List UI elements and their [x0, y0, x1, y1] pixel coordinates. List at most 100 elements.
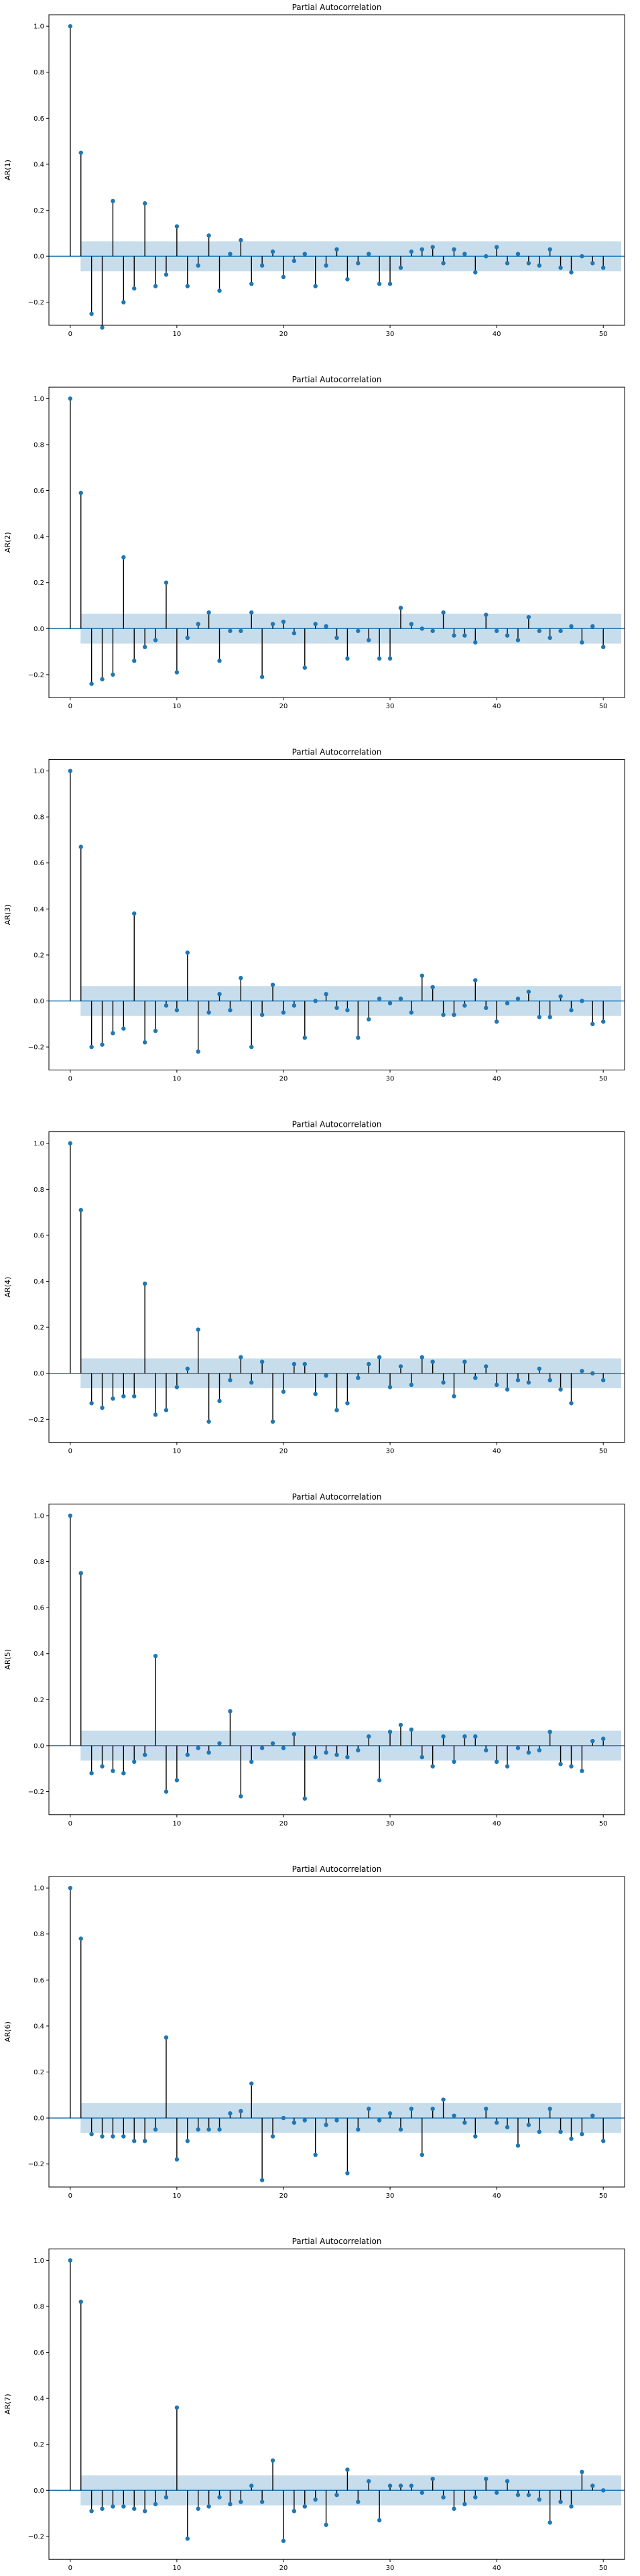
x-tick-label: 50: [599, 2192, 608, 2200]
marker-lag-7: [142, 201, 147, 206]
marker-lag-36: [452, 247, 456, 252]
marker-lag-36: [452, 1759, 456, 1765]
marker-lag-20: [281, 274, 286, 280]
marker-lag-12: [196, 2127, 200, 2132]
x-tick-label: 20: [279, 331, 288, 338]
marker-lag-27: [356, 1748, 361, 1752]
marker-lag-3: [100, 1042, 105, 1047]
x-tick-label: 40: [493, 1448, 501, 1455]
marker-lag-28: [367, 1361, 371, 1367]
marker-lag-8: [153, 2502, 158, 2507]
chart-title: Partial Autocorrelation: [292, 1864, 382, 1874]
marker-lag-49: [590, 261, 595, 266]
marker-lag-48: [580, 2131, 584, 2137]
x-tick-label: 50: [599, 1820, 608, 1828]
marker-lag-3: [100, 2506, 105, 2511]
marker-lag-17: [249, 2081, 254, 2086]
marker-lag-19: [270, 983, 275, 987]
marker-lag-30: [387, 2111, 393, 2116]
marker-lag-15: [228, 2111, 233, 2116]
marker-lag-43: [526, 989, 531, 994]
marker-lag-32: [409, 622, 414, 626]
x-tick-label: 10: [173, 1075, 182, 1082]
marker-lag-13: [206, 1419, 211, 1424]
marker-lag-39: [484, 2476, 489, 2481]
marker-lag-12: [196, 263, 200, 268]
marker-lag-7: [142, 1281, 147, 1286]
marker-lag-5: [121, 1771, 126, 1776]
marker-lag-23: [313, 622, 318, 626]
axes-frame: [48, 386, 625, 698]
marker-lag-48: [580, 254, 584, 259]
marker-lag-43: [526, 1380, 531, 1385]
marker-lag-35: [441, 610, 446, 615]
x-tick-label: 30: [386, 703, 395, 710]
marker-lag-21: [292, 2508, 297, 2514]
marker-lag-36: [452, 2113, 456, 2118]
marker-lag-13: [206, 1010, 211, 1015]
marker-lag-31: [398, 2483, 403, 2488]
marker-lag-17: [249, 1044, 254, 1050]
marker-lag-20: [281, 1389, 286, 1394]
y-tick-label: −0.2: [28, 1044, 44, 1052]
marker-lag-17: [249, 610, 254, 615]
marker-lag-42: [515, 996, 521, 1001]
marker-lag-5: [121, 555, 126, 560]
marker-lag-18: [259, 263, 265, 268]
marker-lag-20: [281, 619, 286, 624]
y-tick-label: 0.8: [34, 2303, 44, 2310]
marker-lag-38: [473, 978, 478, 983]
marker-lag-35: [441, 1012, 446, 1017]
marker-lag-11: [185, 950, 190, 955]
marker-lag-39: [484, 1005, 489, 1011]
marker-lag-10: [174, 2405, 180, 2410]
x-tick-label: 10: [173, 1448, 182, 1455]
marker-lag-43: [526, 261, 531, 266]
marker-lag-23: [313, 2152, 318, 2158]
marker-lag-38: [473, 2134, 478, 2139]
marker-lag-27: [356, 1035, 361, 1040]
marker-lag-6: [132, 659, 137, 663]
marker-lag-10: [174, 2157, 180, 2162]
marker-lag-17: [249, 1759, 254, 1765]
marker-lag-29: [377, 2118, 382, 2123]
y-tick-label: −0.2: [28, 299, 44, 306]
marker-lag-2: [89, 1044, 94, 1050]
marker-lag-23: [313, 2497, 318, 2502]
marker-lag-36: [452, 1394, 456, 1399]
marker-lag-38: [473, 2495, 478, 2500]
marker-lag-11: [185, 284, 190, 288]
marker-lag-32: [409, 249, 414, 254]
marker-lag-45: [548, 1730, 552, 1734]
marker-lag-24: [324, 1750, 328, 1755]
marker-lag-33: [420, 247, 424, 252]
pacf-panel-7: Partial Autocorrelation AR(7) 0 10 20 30 40 50 −…: [3, 2237, 625, 2572]
marker-lag-27: [356, 2500, 361, 2504]
marker-lag-24: [324, 2522, 328, 2527]
marker-lag-45: [548, 1378, 552, 1383]
marker-lag-6: [132, 911, 137, 916]
marker-lag-46: [558, 2129, 563, 2134]
y-tick-label: 0.2: [34, 952, 44, 959]
y-tick-label: −0.2: [28, 1416, 44, 1424]
marker-lag-0: [68, 2258, 73, 2263]
marker-lag-40: [494, 1382, 499, 1388]
marker-lag-26: [345, 277, 350, 282]
marker-lag-26: [345, 2467, 350, 2472]
marker-lag-10: [174, 1778, 180, 1783]
axes-frame: [48, 14, 625, 326]
marker-lag-41: [505, 2125, 510, 2130]
x-tick-label: 50: [599, 1075, 608, 1082]
marker-lag-21: [292, 2120, 297, 2125]
marker-lag-35: [441, 1734, 446, 1739]
x-tick-label: 40: [493, 703, 501, 710]
marker-lag-2: [89, 2131, 94, 2137]
x-tick-label: 40: [493, 1075, 501, 1082]
marker-lag-48: [580, 1769, 584, 1773]
marker-lag-43: [526, 614, 531, 620]
marker-lag-2: [89, 311, 94, 317]
chart-title: Partial Autocorrelation: [292, 3, 382, 12]
marker-lag-24: [324, 263, 328, 268]
x-tick-label: 40: [493, 1820, 501, 1828]
marker-lag-47: [569, 1764, 574, 1769]
